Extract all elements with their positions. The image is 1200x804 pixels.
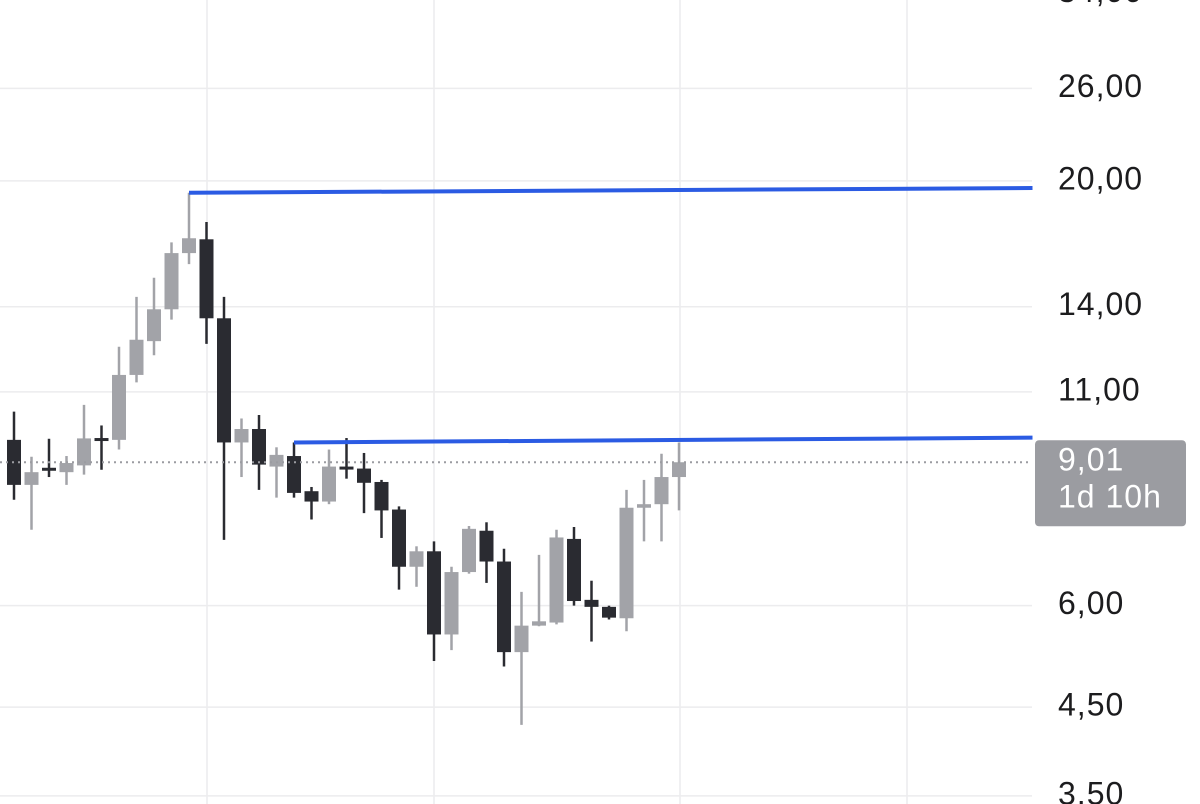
y-tick-label: 20,00 <box>1058 160 1143 196</box>
candle-body <box>427 551 441 635</box>
candle-body <box>24 472 39 485</box>
trendline <box>188 186 1033 195</box>
candle-body <box>357 468 371 483</box>
candle-body <box>252 429 266 465</box>
vertical-grid <box>206 0 908 804</box>
candle-body <box>112 374 126 440</box>
candle-body <box>549 537 564 623</box>
candle-body <box>269 454 284 467</box>
y-tick-label: 14,00 <box>1058 286 1143 322</box>
candle-body <box>584 599 599 607</box>
y-tick-label: 6,00 <box>1058 585 1124 621</box>
candle-body <box>479 530 494 562</box>
trendline <box>293 435 1033 445</box>
y-tick-label: 34,00 <box>1058 0 1143 9</box>
candle-body <box>339 466 354 470</box>
candle-body <box>637 504 651 508</box>
candle-body <box>392 509 406 567</box>
y-tick-label: 3,50 <box>1058 775 1124 804</box>
candle-body <box>147 309 161 342</box>
candle-body <box>567 538 581 602</box>
y-tick-label: 11,00 <box>1058 371 1141 407</box>
candle-body <box>654 477 669 505</box>
y-tick-label: 26,00 <box>1058 68 1143 104</box>
candle-body <box>94 438 109 442</box>
candle-body <box>409 551 424 567</box>
candle-body <box>129 339 144 375</box>
candle-body <box>444 572 459 635</box>
countdown-label: 1d 10h <box>1058 479 1162 515</box>
candle-body <box>619 507 634 619</box>
candle-body <box>182 238 196 254</box>
candle-body <box>304 491 319 502</box>
candle-body <box>199 239 214 319</box>
candle-body <box>532 621 546 626</box>
y-tick-label: 4,50 <box>1058 687 1124 723</box>
candle-body <box>77 438 91 466</box>
price-label-box <box>1035 440 1186 527</box>
price-label: 9,01 <box>1058 442 1124 478</box>
candle-body <box>164 253 179 310</box>
candle-body <box>462 528 476 573</box>
candle-body <box>287 456 301 493</box>
candle-body <box>514 625 529 653</box>
candle-body <box>59 463 74 473</box>
candle-body <box>322 466 336 502</box>
candle-body <box>602 606 616 618</box>
candle-body <box>217 318 231 443</box>
candle-body <box>42 467 56 471</box>
candle-body <box>374 481 389 511</box>
candle-body <box>497 561 511 653</box>
candle-body <box>672 462 686 478</box>
candle-body <box>234 429 249 443</box>
